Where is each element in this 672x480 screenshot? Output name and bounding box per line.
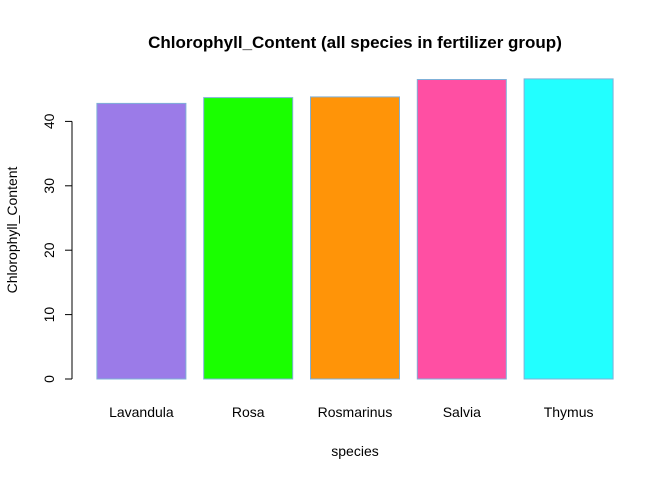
x-tick-label-lavandula: Lavandula bbox=[109, 404, 174, 420]
x-tick-label-rosmarinus: Rosmarinus bbox=[318, 404, 393, 420]
x-tick-label-salvia: Salvia bbox=[443, 404, 481, 420]
chart-title: Chlorophyll_Content (all species in fert… bbox=[148, 33, 562, 52]
x-axis-label: species bbox=[331, 443, 378, 459]
bar-salvia bbox=[416, 79, 507, 380]
bar-rosa bbox=[203, 97, 294, 380]
y-tick-label: 30 bbox=[41, 178, 57, 194]
y-tick-label: 20 bbox=[41, 242, 57, 258]
y-axis: 0 10 20 30 40 bbox=[41, 113, 73, 383]
y-tick-label: 10 bbox=[41, 307, 57, 323]
y-tick-label: 0 bbox=[41, 375, 57, 383]
bar-lavandula bbox=[96, 102, 187, 380]
x-tick-label-rosa: Rosa bbox=[232, 404, 265, 420]
y-tick-label: 40 bbox=[41, 113, 57, 129]
y-axis-label: Chlorophyll_Content bbox=[4, 166, 20, 293]
bar-thymus bbox=[523, 78, 614, 380]
bars-group bbox=[96, 78, 614, 380]
x-category-labels: Lavandula Rosa Rosmarinus Salvia Thymus bbox=[109, 404, 593, 420]
x-tick-label-thymus: Thymus bbox=[544, 404, 594, 420]
bar-rosmarinus bbox=[310, 96, 400, 380]
